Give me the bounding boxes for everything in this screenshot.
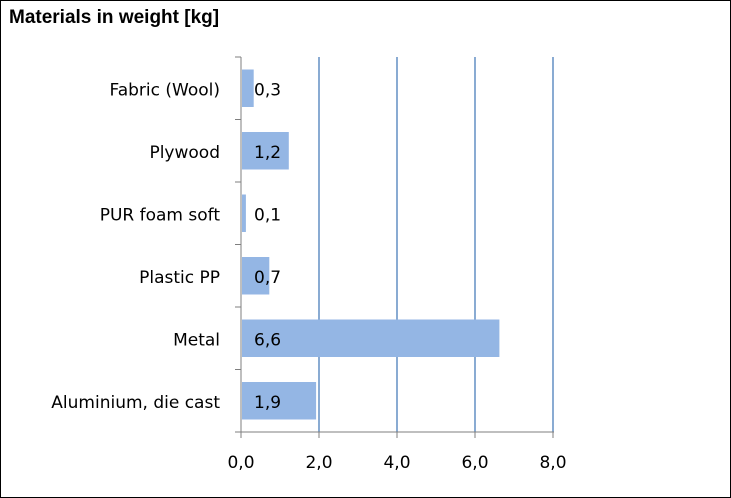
bar	[242, 257, 270, 295]
data-label: 0,1	[254, 205, 281, 225]
bar	[242, 132, 289, 170]
data-label: 1,9	[254, 393, 281, 413]
data-label: 0,3	[254, 80, 281, 100]
x-tick-label: 2,0	[305, 453, 332, 473]
x-tick-label: 8,0	[539, 453, 566, 473]
category-label: Fabric (Wool)	[110, 80, 221, 100]
axes	[235, 56, 554, 438]
x-tick-label: 4,0	[383, 453, 410, 473]
bar	[242, 382, 317, 420]
category-label: Metal	[173, 330, 220, 350]
data-label: 1,2	[254, 143, 281, 163]
data-label: 6,6	[254, 330, 281, 350]
bar	[242, 69, 254, 107]
x-tick-label: 0,0	[227, 453, 254, 473]
labels: 0,3 Fabric (Wool) 1,2 Plywood 0,1 PUR foam so…	[51, 80, 566, 473]
category-label: PUR foam soft	[100, 205, 221, 225]
data-label: 0,7	[254, 268, 281, 288]
bar	[242, 319, 500, 357]
gridlines	[318, 57, 554, 432]
bars	[242, 69, 500, 420]
category-label: Plastic PP	[139, 268, 220, 288]
x-tick-label: 6,0	[461, 453, 488, 473]
category-label: Aluminium, die cast	[51, 393, 220, 413]
bar	[242, 194, 246, 232]
category-label: Plywood	[149, 143, 220, 163]
chart-title: Materials in weight [kg]	[9, 7, 220, 28]
